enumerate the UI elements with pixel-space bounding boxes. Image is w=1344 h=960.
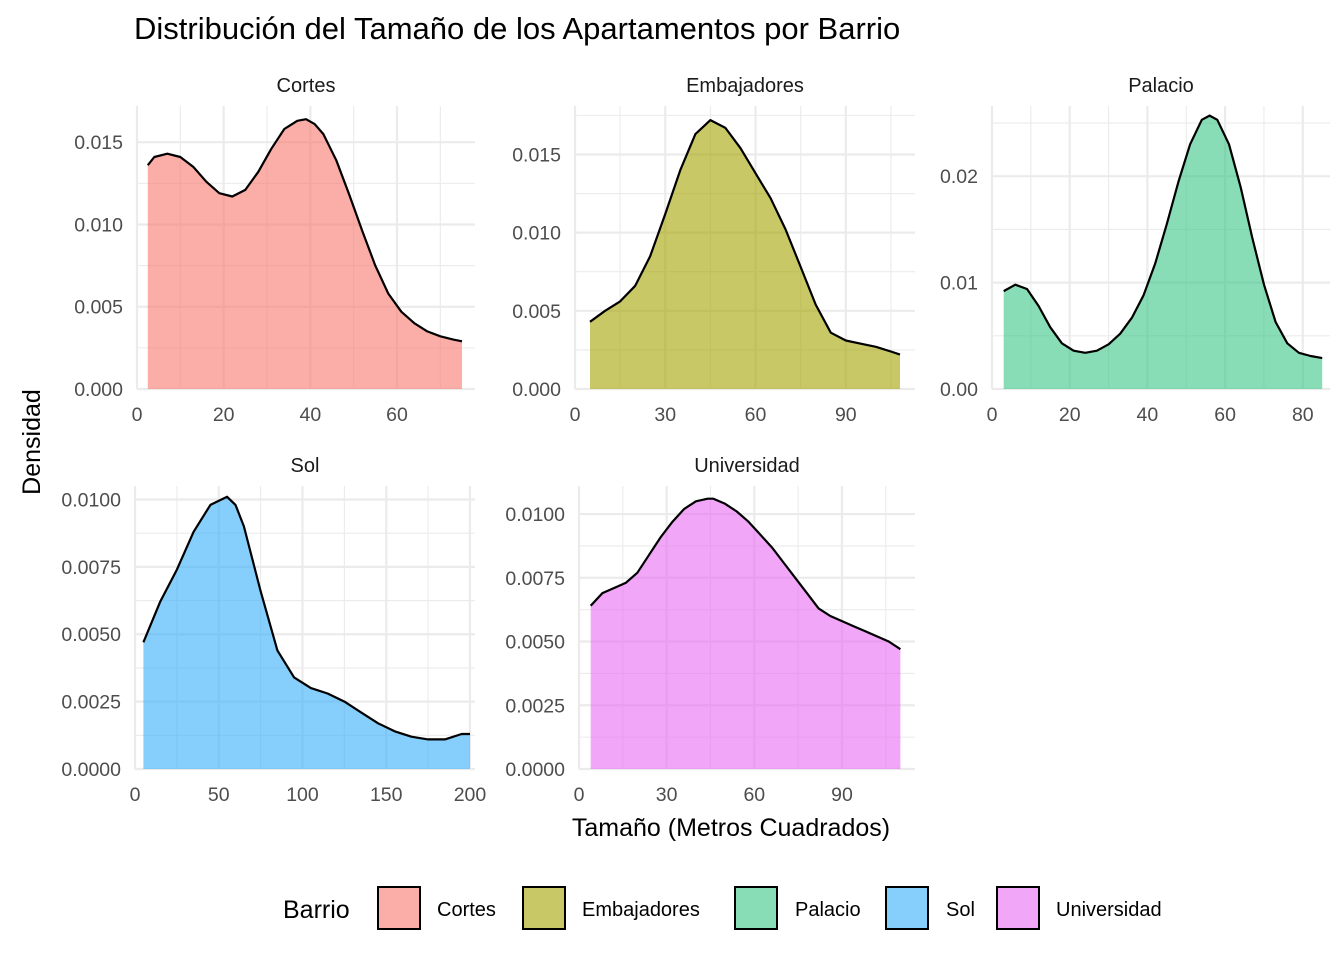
- x-tick-label: 90: [831, 784, 853, 806]
- legend-title: Barrio: [283, 896, 350, 924]
- y-tick-label: 0.005: [74, 297, 123, 319]
- density-line-sol: [142, 495, 470, 741]
- y-tick-label: 0.0100: [505, 504, 565, 526]
- y-tick-label: 0.015: [512, 144, 561, 166]
- x-tick-label: 0: [132, 404, 143, 426]
- x-tick-label: 0: [987, 404, 998, 426]
- y-tick-label: 0.000: [74, 379, 123, 401]
- x-tick-label: 40: [299, 404, 321, 426]
- x-tick-label: 60: [743, 784, 765, 806]
- x-tick-label: 20: [213, 404, 235, 426]
- legend-entry-palacio: Palacio: [734, 886, 861, 930]
- strip-label-cortes: Cortes: [277, 75, 336, 97]
- y-tick-label: 0.0100: [61, 489, 121, 511]
- legend-entry-cortes: Cortes: [377, 886, 496, 930]
- y-tick-label: 0.0025: [61, 692, 121, 714]
- x-tick-label: 60: [745, 404, 767, 426]
- panel-cortes: Cortes 0 20 40 60 0.000 0.005 0.010 0.015: [74, 75, 475, 426]
- x-tick-label: 30: [654, 404, 676, 426]
- legend: Barrio Cortes Embajadores Palacio Sol Univer…: [283, 886, 1162, 930]
- x-tick-label: 60: [1214, 404, 1236, 426]
- legend-entry-universidad: Universidad: [996, 886, 1162, 930]
- x-tick-label: 200: [454, 784, 487, 806]
- density-area-universidad: [590, 498, 901, 769]
- legend-entry-embajadores: Embajadores: [522, 886, 700, 930]
- density-area-cortes: [147, 119, 463, 389]
- legend-label-cortes: Cortes: [437, 899, 496, 921]
- y-tick-label: 0.010: [74, 214, 123, 236]
- legend-entry-sol: Sol: [885, 886, 975, 930]
- x-tick-label: 60: [386, 404, 408, 426]
- legend-swatch-sol: [885, 886, 929, 930]
- x-tick-label: 0: [574, 784, 585, 806]
- x-tick-label: 0: [570, 404, 581, 426]
- density-line-palacio: [1003, 114, 1323, 360]
- y-tick-label: 0.005: [512, 301, 561, 323]
- y-tick-label: 0.0050: [505, 632, 565, 654]
- x-tick-label: 20: [1059, 404, 1081, 426]
- y-tick-label: 0.0025: [505, 695, 565, 717]
- legend-label-universidad: Universidad: [1056, 899, 1162, 921]
- legend-swatch-universidad: [996, 886, 1040, 930]
- y-tick-label: 0.0075: [61, 557, 121, 579]
- strip-label-palacio: Palacio: [1128, 75, 1194, 97]
- density-line-embajadores: [589, 119, 901, 356]
- legend-swatch-embajadores: [522, 886, 566, 930]
- legend-label-embajadores: Embajadores: [582, 899, 700, 921]
- legend-swatch-cortes: [377, 886, 421, 930]
- x-tick-label: 80: [1292, 404, 1314, 426]
- legend-label-palacio: Palacio: [795, 899, 861, 921]
- x-axis-title: Tamaño (Metros Cuadrados): [572, 814, 890, 842]
- y-tick-label: 0.0075: [505, 568, 565, 590]
- x-tick-label: 90: [835, 404, 857, 426]
- panel-universidad: Universidad 0 30 60 90 0.0000 0.0025 0.0050 0.00…: [505, 455, 915, 806]
- y-tick-label: 0.015: [74, 132, 123, 154]
- y-tick-label: 0.0050: [61, 624, 121, 646]
- panel-palacio: Palacio 0 20 40 60 80 0.00 0.01 0.02: [940, 75, 1330, 426]
- density-area-palacio: [1003, 115, 1323, 389]
- strip-label-universidad: Universidad: [694, 455, 800, 477]
- x-tick-label: 100: [286, 784, 319, 806]
- density-area-embajadores: [590, 120, 900, 389]
- y-tick-label: 0.02: [940, 166, 978, 188]
- density-area-sol: [143, 496, 470, 769]
- density-line-universidad: [589, 497, 902, 651]
- y-tick-label: 0.000: [512, 379, 561, 401]
- x-tick-label: 0: [130, 784, 141, 806]
- y-tick-label: 0.01: [940, 273, 978, 295]
- panel-embajadores: Embajadores 0 30 60 90 0.000 0.005 0.010 0.015: [512, 75, 915, 426]
- x-tick-label: 50: [208, 784, 230, 806]
- y-tick-label: 0.010: [512, 223, 561, 245]
- x-tick-label: 30: [656, 784, 678, 806]
- y-tick-label: 0.0000: [505, 759, 565, 781]
- strip-label-sol: Sol: [291, 455, 320, 477]
- y-tick-label: 0.00: [940, 379, 978, 401]
- legend-label-sol: Sol: [946, 899, 975, 921]
- density-line-cortes: [146, 118, 463, 343]
- legend-swatch-palacio: [734, 886, 778, 930]
- panel-sol: Sol 0 50 100 150 200 0.0000 0.0025 0.0050 0.0075 0…: [61, 455, 486, 806]
- chart-title: Distribución del Tamaño de los Apartamen…: [134, 11, 900, 46]
- x-tick-label: 40: [1137, 404, 1159, 426]
- y-tick-label: 0.0000: [61, 759, 121, 781]
- y-axis-title: Densidad: [18, 389, 46, 495]
- strip-label-embajadores: Embajadores: [686, 75, 804, 97]
- x-tick-label: 150: [370, 784, 403, 806]
